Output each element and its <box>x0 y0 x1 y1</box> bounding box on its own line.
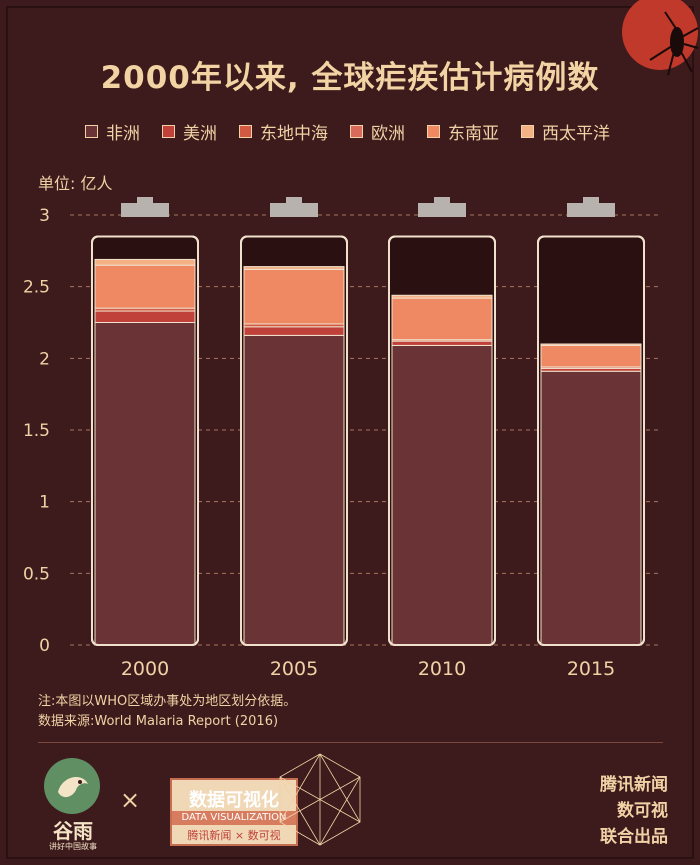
y-tick-label: 3 <box>39 206 50 226</box>
legend-label-americas: 美洲 <box>183 124 217 144</box>
battery-cap <box>418 203 466 217</box>
battery-cap-tip <box>286 197 302 205</box>
y-axis-unit-label: 单位: 亿人 <box>38 174 113 193</box>
battery-cap <box>567 203 615 217</box>
y-tick-label: 0 <box>39 636 50 656</box>
legend: 非洲 美洲 东地中海 欧洲 东南亚 西太平洋 <box>85 119 645 144</box>
legend-item-africa: 非洲 <box>85 119 140 144</box>
legend-item-western-pacific: 西太平洋 <box>521 119 610 144</box>
y-tick-label: 2 <box>39 349 50 369</box>
stacked-bar-chart: 0 0.5 1 1.5 2 2.5 3 2000 2005 2010 2015 <box>23 197 662 680</box>
guyu-brand-name: 谷雨 <box>53 819 93 843</box>
legend-label-europe: 欧洲 <box>371 124 405 144</box>
bar-segment <box>540 343 642 346</box>
legend-item-europe: 欧洲 <box>350 119 405 144</box>
mosquito-icon <box>622 0 699 76</box>
battery-cap-tip <box>137 197 153 205</box>
data-visualization-logo: 数据可视化 DATA VISUALIZATION 腾讯新闻 × 数可视 <box>170 778 298 846</box>
bar-segment <box>391 340 493 346</box>
x-tick-label: 2000 <box>121 658 169 680</box>
legend-label-southeast-asia: 东南亚 <box>448 124 499 144</box>
credit-line-1: 腾讯新闻 <box>600 775 668 795</box>
chart-note: 注:本图以WHO区域办事处为地区划分依据。 <box>38 694 297 709</box>
dv-logo-title: 数据可视化 <box>189 790 279 811</box>
legend-label-western-pacific: 西太平洋 <box>542 124 610 144</box>
x-tick-label: 2010 <box>418 658 466 680</box>
y-tick-label: 1 <box>39 493 50 513</box>
credits: 腾讯新闻 数可视 联合出品 <box>600 772 668 850</box>
battery-cap-tip <box>583 197 599 205</box>
battery-outline <box>388 235 496 646</box>
bar-segment <box>540 344 642 368</box>
bar-segment <box>391 294 493 299</box>
battery-cap-tip <box>434 197 450 205</box>
legend-swatch-southeast-asia <box>427 125 440 138</box>
battery-outline <box>537 235 645 646</box>
footer-divider <box>38 742 663 743</box>
legend-label-africa: 非洲 <box>106 124 140 144</box>
geometric-polyhedron-icon <box>279 753 361 846</box>
guyu-slogan: 讲好中国故事 <box>49 842 97 851</box>
legend-swatch-africa <box>85 125 98 138</box>
bar-segment <box>540 370 642 646</box>
legend-item-eastern-mediterranean: 东地中海 <box>239 119 328 144</box>
bar-segment <box>243 266 345 270</box>
collab-times-symbol: × <box>120 786 141 814</box>
poster-frame <box>6 6 694 859</box>
x-tick-label: 2005 <box>270 658 318 680</box>
legend-swatch-europe <box>350 125 363 138</box>
bar-segment <box>243 334 345 646</box>
y-tick-label: 0.5 <box>23 564 50 584</box>
dv-logo-brands: 腾讯新闻 × 数可视 <box>187 829 281 842</box>
chart-title: 2000年以来, 全球疟疾估计病例数 <box>100 60 600 96</box>
credit-line-3: 联合出品 <box>600 827 668 847</box>
x-tick-label: 2015 <box>567 658 615 680</box>
legend-label-eastern-mediterranean: 东地中海 <box>260 124 328 144</box>
dv-logo-subtitle: DATA VISUALIZATION <box>172 811 296 825</box>
legend-item-southeast-asia: 东南亚 <box>427 119 499 144</box>
bar-segment <box>243 326 345 336</box>
data-source: 数据来源:World Malaria Report (2016) <box>38 714 279 729</box>
legend-swatch-western-pacific <box>521 125 534 138</box>
bar-segment <box>391 297 493 341</box>
credit-line-2: 数可视 <box>617 801 668 821</box>
battery-outline <box>91 235 199 646</box>
y-tick-label: 2.5 <box>23 278 50 298</box>
battery-cap <box>121 203 169 217</box>
bar-segment <box>94 310 196 323</box>
bar-segment <box>94 322 196 646</box>
bar-segment <box>94 264 196 309</box>
bar-segment <box>243 268 345 325</box>
battery-cap <box>270 203 318 217</box>
bar-segment <box>94 258 196 266</box>
bar-segment <box>391 344 493 646</box>
legend-swatch-eastern-mediterranean <box>239 125 252 138</box>
guyu-logo-icon <box>44 758 100 814</box>
legend-swatch-americas <box>162 125 175 138</box>
battery-outline <box>240 235 348 646</box>
y-tick-label: 1.5 <box>23 421 50 441</box>
legend-item-americas: 美洲 <box>162 119 217 144</box>
